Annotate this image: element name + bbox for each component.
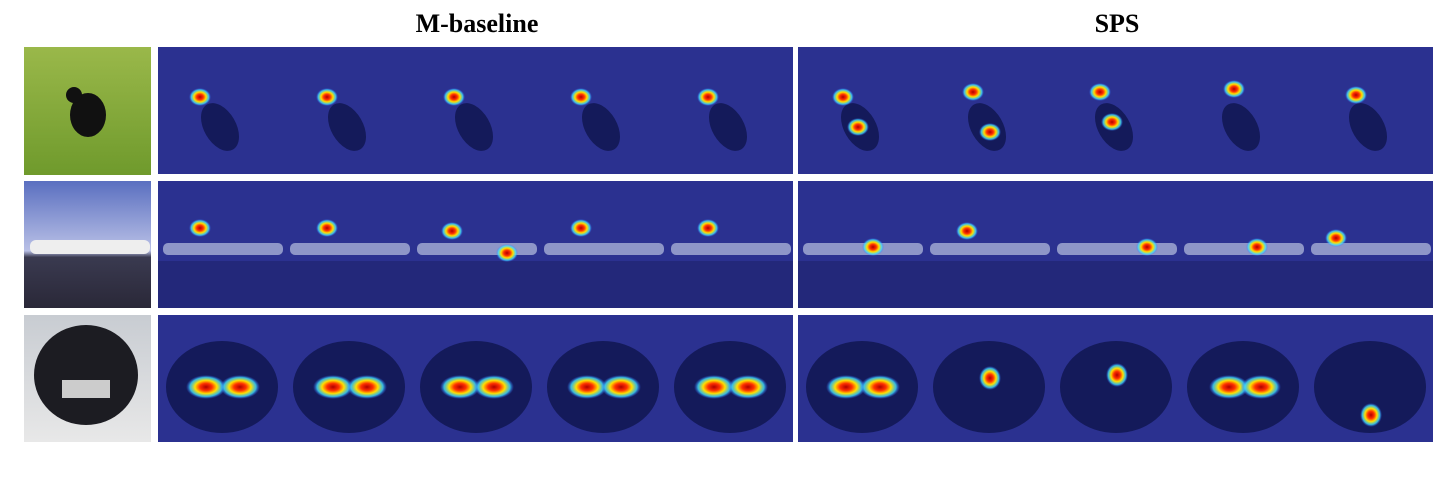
activation: [189, 219, 211, 237]
activation: [347, 375, 387, 399]
bird-silhouette: [328, 103, 366, 151]
bird-silhouette: [1222, 103, 1260, 151]
car-silhouette: [1060, 341, 1172, 433]
bird-silhouette: [582, 103, 620, 151]
activation: [570, 219, 592, 237]
activation: [1101, 113, 1123, 131]
activation: [1325, 229, 1347, 247]
activation: [1136, 238, 1158, 256]
activation: [728, 375, 768, 399]
ground: [412, 261, 539, 308]
bird-head: [66, 87, 82, 103]
bird-silhouette: [1349, 103, 1387, 151]
ground: [666, 261, 793, 308]
activation: [186, 375, 226, 399]
plane-silhouette: [1184, 243, 1304, 255]
activation: [1345, 86, 1367, 104]
activation: [567, 375, 607, 399]
activation: [570, 88, 592, 106]
activation: [316, 219, 338, 237]
column-header: SPS: [1095, 9, 1140, 38]
ground: [539, 261, 666, 308]
activation: [832, 88, 854, 106]
activation: [313, 375, 353, 399]
ground: [1179, 261, 1306, 308]
activation: [697, 219, 719, 237]
activation: [220, 375, 260, 399]
plane-silhouette: [290, 243, 410, 255]
activation: [440, 375, 480, 399]
ground: [1052, 261, 1179, 308]
plane-silhouette: [930, 243, 1050, 255]
activation: [1209, 375, 1249, 399]
plane-silhouette: [417, 243, 537, 255]
plane-silhouette: [671, 243, 791, 255]
activation: [441, 222, 463, 240]
ground: [285, 261, 412, 308]
car-silhouette: [1314, 341, 1426, 433]
activation: [1241, 375, 1281, 399]
activation: [860, 375, 900, 399]
plane: [30, 240, 150, 254]
ground: [798, 261, 925, 308]
activation: [601, 375, 641, 399]
activation: [1223, 80, 1245, 98]
activation: [962, 83, 984, 101]
activation: [316, 88, 338, 106]
activation: [956, 222, 978, 240]
column-header: M-baseline: [416, 9, 539, 38]
activation: [979, 366, 1001, 390]
car: [34, 325, 138, 425]
activation: [694, 375, 734, 399]
activation: [1089, 83, 1111, 101]
activation: [496, 244, 518, 262]
bird-silhouette: [709, 103, 747, 151]
plane-silhouette: [163, 243, 283, 255]
plane-silhouette: [1057, 243, 1177, 255]
activation: [1360, 403, 1382, 427]
activation: [847, 118, 869, 136]
activation: [826, 375, 866, 399]
activation: [189, 88, 211, 106]
activation: [697, 88, 719, 106]
activation: [1106, 363, 1128, 387]
bird-silhouette: [201, 103, 239, 151]
ground: [1306, 261, 1433, 308]
plane-silhouette: [544, 243, 664, 255]
image-grid: [24, 47, 1433, 442]
activation: [1246, 238, 1268, 256]
ground: [158, 261, 285, 308]
activation: [443, 88, 465, 106]
activation: [979, 123, 1001, 141]
bird-silhouette: [455, 103, 493, 151]
ground: [925, 261, 1052, 308]
activation: [474, 375, 514, 399]
bird: [70, 93, 106, 137]
grille: [62, 380, 110, 398]
activation: [862, 238, 884, 256]
